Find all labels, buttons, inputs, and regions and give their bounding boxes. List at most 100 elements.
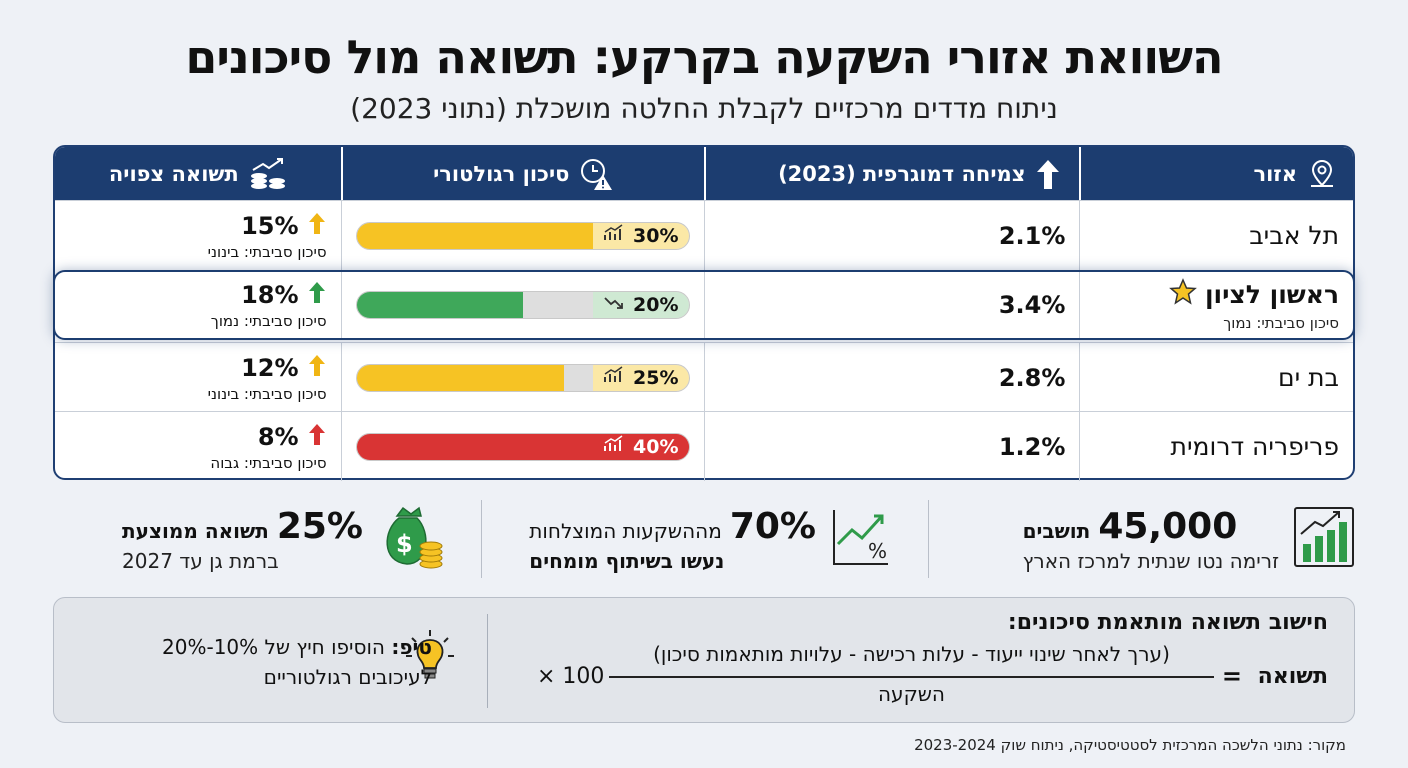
region-cell: בת ים bbox=[1079, 343, 1353, 412]
return-cell: 15% סיכון סביבתי: בינוני bbox=[55, 201, 341, 270]
risk-bar-label: 25% bbox=[592, 364, 689, 391]
arrow-up-icon bbox=[307, 353, 327, 383]
arrow-up-icon bbox=[307, 280, 327, 310]
header-risk-label: סיכון רגולטורי bbox=[433, 161, 570, 186]
svg-text:$: $ bbox=[396, 530, 413, 558]
risk-bar-fill bbox=[356, 292, 523, 318]
stat-number: 45,000 bbox=[1098, 505, 1238, 547]
clock-warning-icon bbox=[579, 157, 613, 191]
formula-denominator: השקעה bbox=[877, 682, 945, 706]
risk-bar: 40% bbox=[355, 432, 690, 461]
money-bag-icon: $ bbox=[377, 504, 445, 574]
stat-number: 70% bbox=[729, 505, 816, 547]
return-cell: 12% סיכון סביבתי: בינוני bbox=[55, 343, 341, 412]
region-name-wrap: ראשון לציון bbox=[1169, 278, 1339, 311]
risk-value: 30% bbox=[633, 224, 679, 247]
return-note: סיכון סביבתי: נמוך bbox=[210, 312, 327, 330]
stat-label: תשואה ממוצעת bbox=[122, 518, 269, 543]
divider bbox=[481, 500, 482, 578]
risk-bar-label: 30% bbox=[592, 222, 689, 249]
region-name: תל אביב bbox=[1249, 221, 1339, 250]
table-row: בת ים 2.8% 25% 12% סיכון סביבתי: בינוני bbox=[55, 342, 1353, 412]
arrow-up-icon bbox=[1035, 157, 1061, 191]
region-cell: תל אביב bbox=[1079, 201, 1353, 270]
growth-cell: 2.8% bbox=[703, 343, 1079, 412]
formula-box: חישוב תשואה מותאמת סיכונים: תשואה = (ערך… bbox=[53, 597, 1355, 723]
growth-cell: 3.4% bbox=[703, 272, 1079, 338]
risk-bar: 25% bbox=[355, 363, 690, 392]
risk-cell: 25% bbox=[340, 343, 704, 412]
formula-label: תשואה bbox=[1257, 664, 1328, 689]
growth-cell: 1.2% bbox=[703, 412, 1079, 481]
stat-sub: ברמת גן עד 2027 bbox=[122, 548, 279, 573]
stat-avg-return: $ 25% תשואה ממוצעת ברמת גן עד 2027 bbox=[53, 498, 481, 580]
region-name: פריפריה דרומית bbox=[1170, 432, 1339, 461]
table-row: פריפריה דרומית 1.2% 40% 8% סיכון סביבתי:… bbox=[55, 411, 1353, 481]
region-cell: ראשון לציון סיכון סביבתי: נמוך bbox=[1079, 272, 1353, 338]
risk-trend-up-icon bbox=[603, 366, 625, 389]
stat-sub: נעשו בשיתוף מומחים bbox=[529, 548, 725, 573]
header-growth-label: צמיחה דמוגרפית (2023) bbox=[778, 161, 1026, 186]
header-return: תשואה צפויה bbox=[55, 147, 341, 200]
comparison-table: אזור צמיחה דמוגרפית (2023) סיכון רגולטור… bbox=[53, 145, 1355, 481]
return-note: סיכון סביבתי: בינוני bbox=[207, 384, 327, 403]
arrow-up-icon bbox=[307, 422, 327, 452]
return-cell: 18% סיכון סביבתי: נמוך bbox=[55, 272, 341, 338]
header-growth: צמיחה דמוגרפית (2023) bbox=[703, 147, 1079, 200]
risk-trend-up-icon bbox=[603, 224, 625, 247]
location-pin-icon bbox=[1307, 158, 1337, 190]
region-name: ראשון לציון bbox=[1204, 280, 1339, 309]
risk-bar-label: 40% bbox=[592, 433, 689, 460]
return-note: סיכון סביבתי: בינוני bbox=[207, 242, 327, 261]
return-value: 12% bbox=[241, 353, 299, 382]
growth-cell: 2.1% bbox=[703, 201, 1079, 270]
stat-experts: % 70% מההשקעות המוצלחות נעשו בשיתוף מומח… bbox=[482, 498, 928, 580]
risk-bar-fill bbox=[356, 222, 606, 249]
return-value: 8% bbox=[257, 422, 299, 451]
page-title: השוואת אזורי השקעה בקרקע: תשואה מול סיכו… bbox=[185, 30, 1223, 84]
risk-bar: 30% bbox=[355, 221, 690, 250]
source-note: מקור: נתוני הלשכה המרכזית לסטטיסטיקה, ני… bbox=[914, 736, 1346, 754]
svg-text:%: % bbox=[868, 539, 887, 563]
risk-value: 20% bbox=[633, 294, 679, 316]
risk-bar-label: 20% bbox=[592, 292, 689, 318]
risk-value: 40% bbox=[633, 435, 679, 458]
stat-label: תושבים bbox=[1022, 518, 1091, 543]
return-value: 18% bbox=[241, 281, 299, 309]
tip-text: טיפ: הוסיפו חיץ של 10%-20% לעיכובים רגול… bbox=[92, 632, 432, 692]
stat-sub: זרימה נטו שנתית למרכז הארץ bbox=[1022, 548, 1279, 573]
risk-cell: 20% bbox=[340, 272, 704, 338]
risk-cell: 30% bbox=[340, 201, 704, 270]
bar-chart-growth-icon bbox=[1293, 506, 1355, 572]
return-value: 15% bbox=[241, 211, 299, 240]
stat-residents: 45,000 תושבים זרימה נטו שנתית למרכז הארץ bbox=[929, 498, 1355, 580]
tip-body: הוסיפו חיץ של 10%-20% לעיכובים רגולטוריי… bbox=[162, 635, 432, 689]
region-cell: פריפריה דרומית bbox=[1079, 412, 1353, 481]
tip-label: טיפ: bbox=[391, 635, 432, 659]
return-note: סיכון סביבתי: גבוה bbox=[210, 453, 327, 472]
formula-numerator: (ערך לאחר שינוי ייעוד - עלות רכישה - עלו… bbox=[653, 642, 1170, 666]
risk-bar: 20% bbox=[355, 291, 690, 319]
lightbulb-icon bbox=[402, 628, 458, 688]
arrow-up-icon bbox=[307, 211, 327, 241]
header-return-label: תשואה צפויה bbox=[108, 161, 239, 186]
trend-percent-icon: % bbox=[830, 506, 892, 572]
header-risk: סיכון רגולטורי bbox=[340, 147, 704, 200]
star-icon bbox=[1169, 278, 1197, 311]
page-subtitle: ניתוח מדדים מרכזיים לקבלת החלטה מושכלת (… bbox=[350, 92, 1058, 125]
divider bbox=[928, 500, 929, 578]
formula-equals: = bbox=[1221, 662, 1242, 690]
header-region-label: אזור bbox=[1253, 161, 1297, 186]
region-name: בת ים bbox=[1277, 363, 1339, 392]
table-row-highlighted: ראשון לציון סיכון סביבתי: נמוך 3.4% 20% … bbox=[53, 270, 1355, 340]
table-header: אזור צמיחה דמוגרפית (2023) סיכון רגולטור… bbox=[55, 147, 1353, 200]
stats-strip: 45,000 תושבים זרימה נטו שנתית למרכז הארץ… bbox=[53, 498, 1355, 580]
table-row: תל אביב 2.1% 30% 15% סיכון סביבתי: בינונ… bbox=[55, 200, 1353, 270]
risk-bar-fill bbox=[356, 364, 565, 391]
region-note: סיכון סביבתי: נמוך bbox=[1223, 314, 1339, 332]
risk-trend-up-icon bbox=[603, 435, 625, 458]
risk-value: 25% bbox=[633, 366, 679, 389]
risk-trend-down-icon bbox=[603, 294, 625, 317]
return-cell: 8% סיכון סביבתי: גבוה bbox=[55, 412, 341, 481]
formula-fraction-line bbox=[609, 676, 1214, 678]
